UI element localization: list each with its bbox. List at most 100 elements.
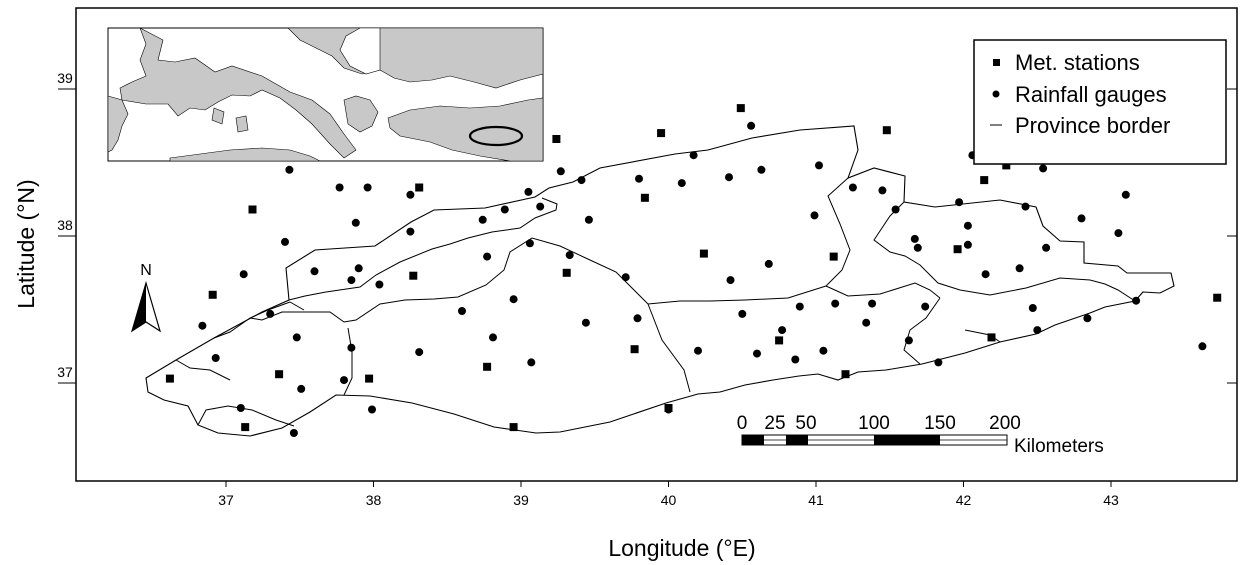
x-tick-label: 38 [366,492,382,508]
rainfall-gauge-marker [478,215,487,224]
rainfall-gauge-marker [292,333,301,342]
rainfall-gauge-marker [848,183,857,192]
x-tick-label: 41 [808,492,824,508]
rainfall-gauge-marker [621,273,630,282]
rainfall-gauge-marker [635,174,643,183]
rainfall-gauge-marker [1015,264,1024,273]
scale-label-200: 200 [989,413,1021,434]
x-tick-label: 43 [1103,492,1119,508]
study-area-marker [468,125,524,147]
rainfall-gauge-marker [963,221,972,230]
y-tick-label: 38 [57,217,73,233]
rainfall-gauge-marker [340,376,348,385]
rainfall-gauge-marker [819,346,828,355]
scale-label-25: 25 [764,413,785,434]
met-station-marker [483,362,492,371]
rainfall-gauge-marker [831,299,840,308]
scale-label-150: 150 [924,413,956,434]
legend-label-rainfall-gauges: Rainfall gauges [1015,82,1167,107]
rainfall-gauge-marker [1114,229,1123,238]
rainfall-gauge-marker [1121,190,1130,199]
rainfall-gauge-marker [664,405,673,414]
rainfall-gauge-marker [581,318,590,327]
met-station-marker [552,135,561,143]
met-station-marker [980,176,989,185]
met-station-marker [841,370,850,379]
rainfall-gauge-marker [795,302,804,311]
met-station-marker [657,129,666,138]
north-arrow-label: N [140,262,152,279]
rainfall-gauge-marker [1083,314,1092,323]
met-station-marker [208,290,217,299]
rainfall-gauge-marker [363,183,372,192]
rainfall-gauge-marker [747,121,756,130]
met-station-marker [640,193,649,202]
x-tick-label: 37 [218,492,234,508]
x-tick-label: 40 [661,492,677,508]
rainfall-gauge-marker [633,314,642,323]
y-axis-ticks: 37 38 39 [57,70,1237,384]
rainfall-gauge-marker [1021,202,1030,211]
rainfall-gauge-marker [527,358,536,367]
legend-label-province-border: Province border [1015,113,1170,138]
rainfall-gauge-marker [791,355,800,364]
rainfall-gauge-marker [910,234,919,243]
scale-label-0: 0 [737,413,748,434]
met-station-marker [775,336,784,345]
rainfall-gauge-marker [239,270,248,279]
rainfall-gauge-marker [354,264,363,273]
rainfall-gauge-marker [406,190,415,199]
rainfall-gauge-marker [891,205,900,214]
met-station-marker [275,370,284,379]
rainfall-gauge-marker [738,309,747,318]
rainfall-gauge-marker [415,348,424,357]
rainfall-gauge-marker [347,343,356,352]
rainfall-gauge-marker [524,187,533,196]
rainfall-gauge-marker [1028,304,1037,312]
rainfall-gauge-marker [577,176,586,185]
x-tick-label: 42 [956,492,972,508]
rainfall-gauge-marker [351,218,360,227]
rainfall-gauge-marker [904,336,913,345]
met-station-marker [699,249,708,258]
met-station-marker [736,104,745,113]
rainfall-gauge-marker [289,429,298,437]
legend: Met. stations Rainfall gauges Province b… [973,39,1227,165]
x-tick-label: 39 [513,492,529,508]
rainfall-gauge-marker [556,167,565,176]
rainfall-gauge-marker [955,198,964,207]
rainfall-gauge-marker [689,151,698,160]
rainfall-gauge-marker [725,173,733,182]
rainfall-gauge-marker [483,252,492,261]
rainfall-gauge-marker [525,239,534,248]
rainfall-gauge-marker [963,240,972,249]
rainfall-gauge-marker [489,333,497,342]
rainfall-gauge-marker [198,321,207,330]
rainfall-gauge-marker [1042,243,1051,252]
met-station-marker [829,252,838,261]
rainfall-gauge-marker [584,215,593,224]
rainfall-gauge-marker [753,349,761,358]
rainfall-gauge-marker [934,358,943,367]
region-outline [145,125,1175,437]
met-station-marker [562,268,571,277]
y-tick-label: 39 [57,70,73,86]
y-axis-title: Latitude (°N) [13,179,39,308]
province-borders [175,177,1136,427]
rainfall-gauge-marker [211,354,220,362]
north-arrow: N [130,262,162,333]
met-station-marker [248,205,257,214]
rainfall-gauge-marker [878,186,887,195]
rainfall-gauge-marker [375,280,384,289]
met-station-marker [415,183,424,192]
met-station-marker [882,126,891,135]
rainfall-gauge-marker [921,302,930,311]
scale-label-50: 50 [795,413,816,434]
rainfall-gauge-marker [368,405,376,414]
rainfall-gauge-marker [677,179,686,188]
rainfall-gauge-marker [815,161,823,170]
legend-square-icon [993,59,1000,66]
scale-bar: 0 25 50 100 150 200 Kilometers [737,413,1104,457]
met-station-marker [987,333,996,342]
